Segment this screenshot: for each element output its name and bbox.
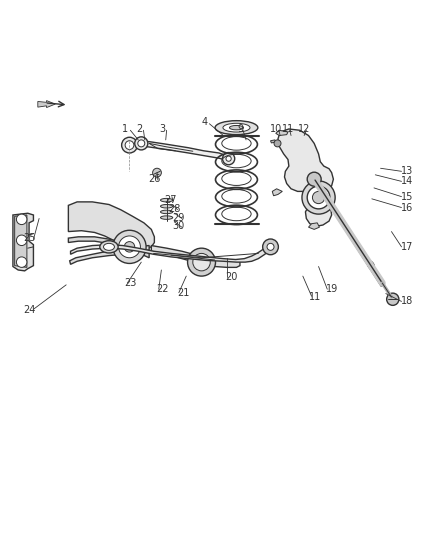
Polygon shape [314,179,383,286]
Polygon shape [272,189,283,196]
Ellipse shape [160,205,173,208]
Ellipse shape [100,241,118,253]
Text: 19: 19 [325,284,338,294]
Circle shape [223,152,235,165]
Polygon shape [151,246,240,268]
Ellipse shape [160,198,173,202]
Polygon shape [14,215,27,268]
Circle shape [226,156,231,161]
Ellipse shape [223,123,250,132]
Text: 14: 14 [401,176,413,187]
Text: 28: 28 [168,204,180,214]
Text: 27: 27 [164,195,177,205]
Text: 30: 30 [173,221,185,231]
Circle shape [274,140,281,147]
Circle shape [307,186,330,209]
Polygon shape [38,101,55,108]
Circle shape [122,138,138,153]
Text: 12: 12 [298,124,311,134]
Circle shape [267,244,274,251]
Polygon shape [278,129,333,227]
Circle shape [307,172,321,186]
Text: 20: 20 [225,272,237,282]
Circle shape [119,236,141,258]
Circle shape [125,141,134,149]
Ellipse shape [160,210,173,214]
Circle shape [152,168,161,177]
Circle shape [16,235,27,246]
Text: 4: 4 [202,117,208,127]
Circle shape [135,137,148,150]
Circle shape [193,253,210,271]
Text: 15: 15 [401,192,413,201]
Ellipse shape [215,120,258,135]
Circle shape [302,181,335,214]
Text: 11: 11 [282,124,294,134]
Circle shape [312,191,325,204]
Circle shape [187,248,215,276]
Text: 13: 13 [401,166,413,176]
Polygon shape [68,237,149,258]
Ellipse shape [103,244,114,251]
Text: 22: 22 [156,284,169,294]
Circle shape [263,239,279,255]
Polygon shape [129,141,229,161]
Text: 9: 9 [237,124,243,134]
Text: 29: 29 [173,213,185,223]
Polygon shape [71,245,271,262]
Text: 21: 21 [177,288,189,298]
Circle shape [124,241,135,252]
Text: 18: 18 [401,296,413,306]
Text: 1: 1 [122,124,128,134]
Ellipse shape [367,261,374,270]
Text: 23: 23 [125,278,137,288]
Polygon shape [308,223,319,229]
Circle shape [138,140,145,147]
Circle shape [387,293,399,305]
Text: 16: 16 [401,203,413,213]
Circle shape [16,257,27,268]
Polygon shape [276,130,288,135]
Polygon shape [68,202,154,249]
Text: 24: 24 [23,305,35,315]
Text: 2: 2 [136,124,143,134]
Text: 3: 3 [159,124,165,134]
Polygon shape [13,213,33,271]
Ellipse shape [230,125,244,130]
Ellipse shape [160,216,173,220]
Circle shape [113,230,146,263]
Circle shape [16,214,27,224]
Text: 25: 25 [23,233,35,243]
Text: 10: 10 [270,124,282,134]
Polygon shape [70,246,149,264]
Polygon shape [271,140,276,143]
Text: 26: 26 [148,174,161,184]
Text: 11: 11 [309,292,321,302]
Text: 17: 17 [401,242,413,252]
